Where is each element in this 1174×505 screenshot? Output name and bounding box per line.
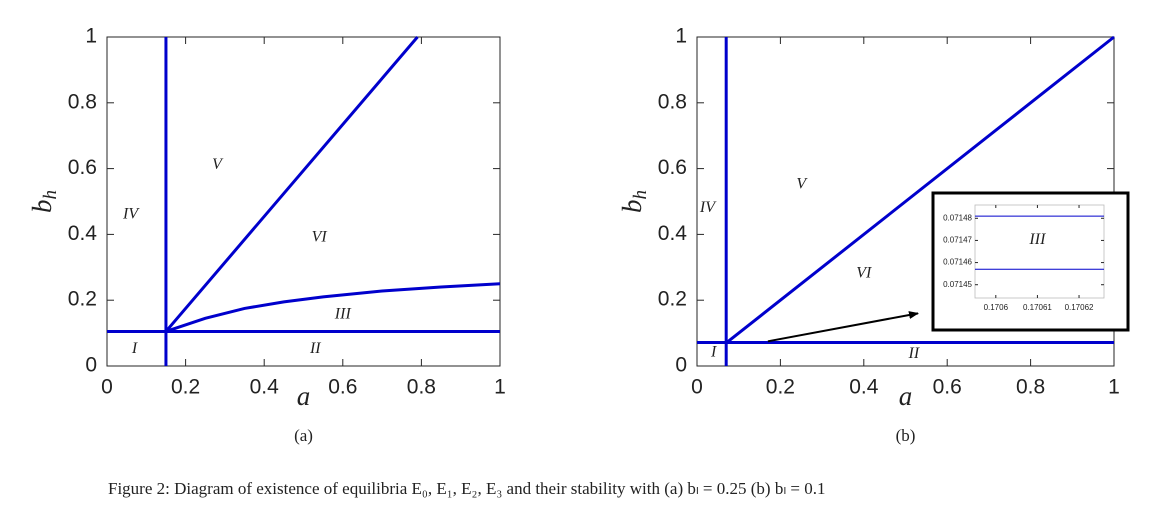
x-tick-label: 0.8: [1016, 376, 1045, 399]
x-axis-label: a: [297, 381, 311, 411]
region-label: II: [309, 340, 321, 357]
x-tick-label: 0: [691, 376, 703, 399]
x-tick-label: 1: [494, 376, 506, 399]
y-tick-label: 0.6: [68, 156, 97, 179]
region-label: I: [131, 340, 138, 357]
x-tick-label: 0.4: [250, 376, 280, 399]
y-tick-label: 0.07145: [943, 280, 972, 289]
x-tick-label: 0.2: [171, 376, 200, 399]
y-tick-label: 0.8: [68, 90, 97, 113]
x-tick-label: 0.1706: [984, 303, 1009, 312]
region-label: III: [1028, 231, 1046, 248]
y-axis-label: bh: [617, 190, 651, 213]
region-label: IV: [122, 205, 140, 222]
y-tick-label: 0: [675, 354, 687, 377]
region-label: VI: [856, 265, 872, 282]
y-axis-label-base: b: [27, 200, 57, 214]
y-axis-label: bh: [27, 190, 61, 213]
region-label: I: [710, 344, 717, 361]
curve: [164, 36, 419, 333]
region-label: V: [212, 156, 224, 173]
y-axis-label-sub: h: [40, 190, 61, 200]
y-tick-label: 0.4: [68, 222, 98, 245]
y-tick-label: 0.07146: [943, 258, 972, 267]
arrow: [767, 311, 919, 343]
region-label: IV: [699, 199, 717, 216]
y-tick-label: 0.8: [658, 90, 687, 113]
curve: [725, 35, 1115, 345]
y-tick-label: 0.07147: [943, 236, 972, 245]
caption: Figure 2: Diagram of existence of equili…: [108, 479, 826, 498]
panel-label: (b): [896, 426, 916, 445]
y-tick-label: 0.4: [658, 222, 688, 245]
y-tick-label: 0.07148: [943, 213, 972, 222]
x-tick-label: 0: [101, 376, 113, 399]
x-tick-label: 1: [1108, 376, 1120, 399]
x-tick-label: 0.17062: [1065, 303, 1094, 312]
y-axis-label-base: b: [617, 200, 647, 214]
y-axis-label-sub: h: [630, 190, 651, 200]
x-tick-label: 0.6: [933, 376, 962, 399]
x-tick-label: 0.17061: [1023, 303, 1052, 312]
plot-area: [974, 204, 1105, 299]
y-tick-label: 1: [85, 25, 97, 48]
region-label: VI: [312, 228, 328, 245]
region-label: II: [908, 345, 920, 362]
region-label: III: [334, 306, 352, 323]
panel-label: (a): [294, 426, 313, 445]
x-tick-label: 0.2: [766, 376, 795, 399]
y-tick-label: 0.2: [658, 288, 687, 311]
x-tick-label: 0.6: [328, 376, 357, 399]
plot-area: [106, 36, 501, 367]
x-axis-label: a: [899, 381, 913, 411]
y-tick-label: 0.2: [68, 288, 97, 311]
x-tick-label: 0.8: [407, 376, 436, 399]
y-tick-label: 0: [85, 354, 97, 377]
region-label: V: [796, 176, 808, 193]
y-tick-label: 0.6: [658, 156, 687, 179]
x-tick-label: 0.4: [849, 376, 879, 399]
curve: [165, 282, 501, 333]
y-tick-label: 1: [675, 25, 687, 48]
